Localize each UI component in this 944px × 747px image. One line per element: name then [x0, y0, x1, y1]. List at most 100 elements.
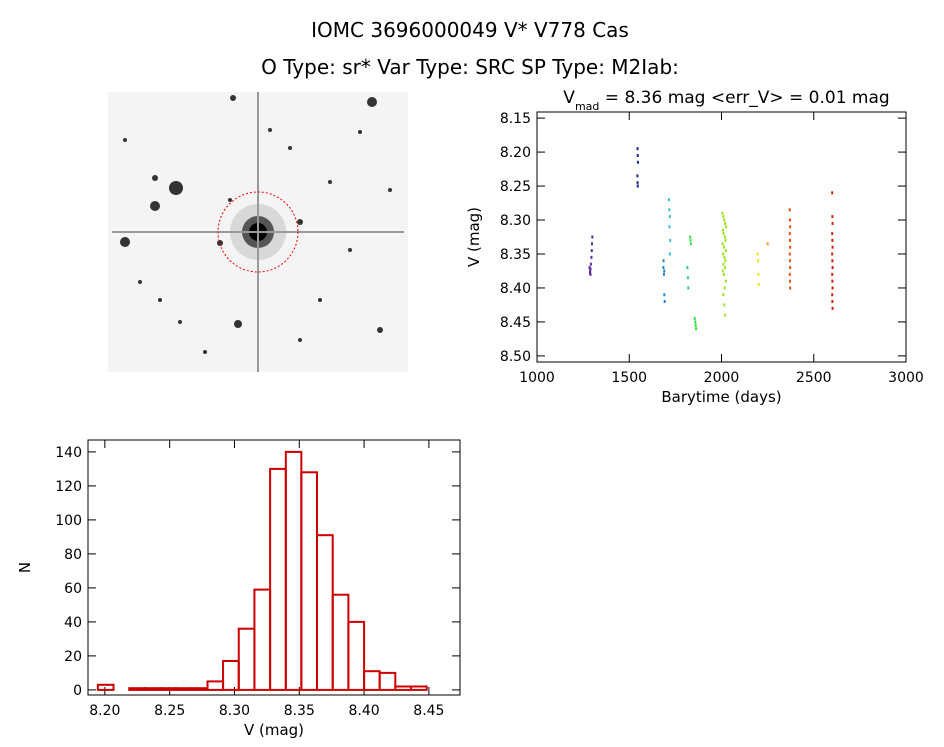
data-point — [831, 215, 834, 219]
data-point — [668, 225, 671, 229]
data-point — [589, 269, 592, 273]
histogram-bar — [284, 450, 303, 691]
histogram-bar — [316, 534, 334, 691]
histogram-bar — [331, 593, 350, 691]
data-point — [724, 238, 727, 242]
title-part: = 8.36 mag <err_V> = 0.01 mag — [599, 88, 889, 108]
histogram-bar — [222, 660, 240, 691]
y-axis-label: V (mag) — [465, 207, 483, 267]
y-tick-label: 8.40 — [500, 281, 531, 297]
data-point — [663, 300, 666, 304]
data-point — [722, 262, 725, 266]
data-point — [724, 313, 727, 317]
y-tick-label: 8.45 — [500, 315, 531, 331]
data-point — [831, 300, 834, 304]
data-point — [636, 174, 639, 178]
data-point — [663, 269, 666, 273]
title-part: V — [563, 88, 575, 108]
histogram-bar — [190, 687, 209, 691]
data-point — [591, 235, 594, 239]
data-point — [789, 286, 792, 290]
y-tick-label: 80 — [64, 547, 82, 563]
data-point — [831, 272, 834, 276]
data-point — [721, 228, 724, 232]
data-point — [686, 276, 689, 280]
y-tick-label: 8.30 — [500, 213, 531, 229]
data-point — [723, 286, 726, 290]
histogram-bar — [175, 687, 193, 691]
data-point — [722, 215, 725, 219]
histogram-bar — [378, 671, 397, 691]
data-point — [589, 262, 592, 266]
x-tick-label: 8.30 — [219, 703, 250, 719]
histogram-bar — [269, 467, 287, 691]
data-point — [723, 303, 726, 307]
data-point — [724, 249, 727, 253]
data-point — [831, 266, 834, 270]
histogram-bar — [128, 687, 146, 691]
y-tick-label: 20 — [64, 649, 82, 665]
data-point — [831, 306, 834, 310]
data-point — [723, 235, 726, 239]
x-tick-label: 2000 — [704, 370, 740, 386]
data-point — [689, 238, 692, 242]
data-point — [662, 266, 665, 270]
data-point — [694, 320, 697, 324]
data-point — [831, 259, 834, 263]
data-point — [721, 211, 724, 215]
histogram-bar — [237, 627, 256, 691]
x-tick-label: 1000 — [519, 370, 555, 386]
data-point — [668, 208, 671, 212]
data-point — [589, 267, 592, 271]
data-point — [788, 272, 791, 276]
chart-title: Vmad = 8.36 mag <err_V> = 0.01 mag — [563, 88, 889, 113]
data-point — [756, 252, 759, 256]
data-point — [788, 279, 791, 283]
y-tick-label: 8.35 — [500, 247, 531, 263]
data-point — [636, 184, 639, 188]
x-tick-label: 8.25 — [154, 703, 185, 719]
histogram-bar — [253, 588, 272, 691]
data-point — [667, 198, 670, 202]
data-point — [590, 249, 593, 253]
data-point — [757, 259, 760, 263]
data-point — [788, 218, 791, 222]
histogram-bar — [143, 687, 162, 691]
x-tick-label: 2500 — [796, 370, 832, 386]
data-point — [693, 317, 696, 321]
histogram-bar — [300, 471, 319, 691]
data-point — [723, 245, 726, 249]
x-tick-label: 8.40 — [348, 703, 379, 719]
data-point — [721, 269, 724, 273]
data-point — [724, 279, 727, 283]
histogram-bar — [206, 680, 225, 691]
data-point — [831, 191, 834, 195]
data-point — [831, 286, 834, 290]
x-tick-label: 8.35 — [284, 703, 315, 719]
data-point — [724, 221, 727, 225]
data-point — [788, 232, 791, 236]
data-point — [831, 221, 834, 225]
data-point — [590, 255, 593, 259]
data-point — [831, 252, 834, 256]
x-tick-label: 8.20 — [89, 703, 120, 719]
data-point — [831, 245, 834, 249]
data-point — [636, 153, 639, 157]
x-tick-label: 8.45 — [413, 703, 444, 719]
data-point — [788, 252, 791, 256]
plot-frame — [87, 439, 461, 696]
data-point — [723, 218, 726, 222]
data-point — [689, 235, 692, 239]
data-point — [695, 327, 698, 331]
data-point — [831, 238, 834, 242]
histogram-bar — [159, 687, 178, 691]
data-point — [686, 266, 689, 270]
data-point — [789, 225, 792, 229]
page-subtitle: O Type: sr* Var Type: SRC SP Type: M2Iab… — [261, 55, 679, 79]
y-tick-label: 140 — [55, 445, 82, 461]
data-point — [689, 242, 692, 246]
data-point — [662, 272, 665, 276]
data-point — [831, 232, 834, 236]
histogram-bar — [394, 685, 413, 691]
